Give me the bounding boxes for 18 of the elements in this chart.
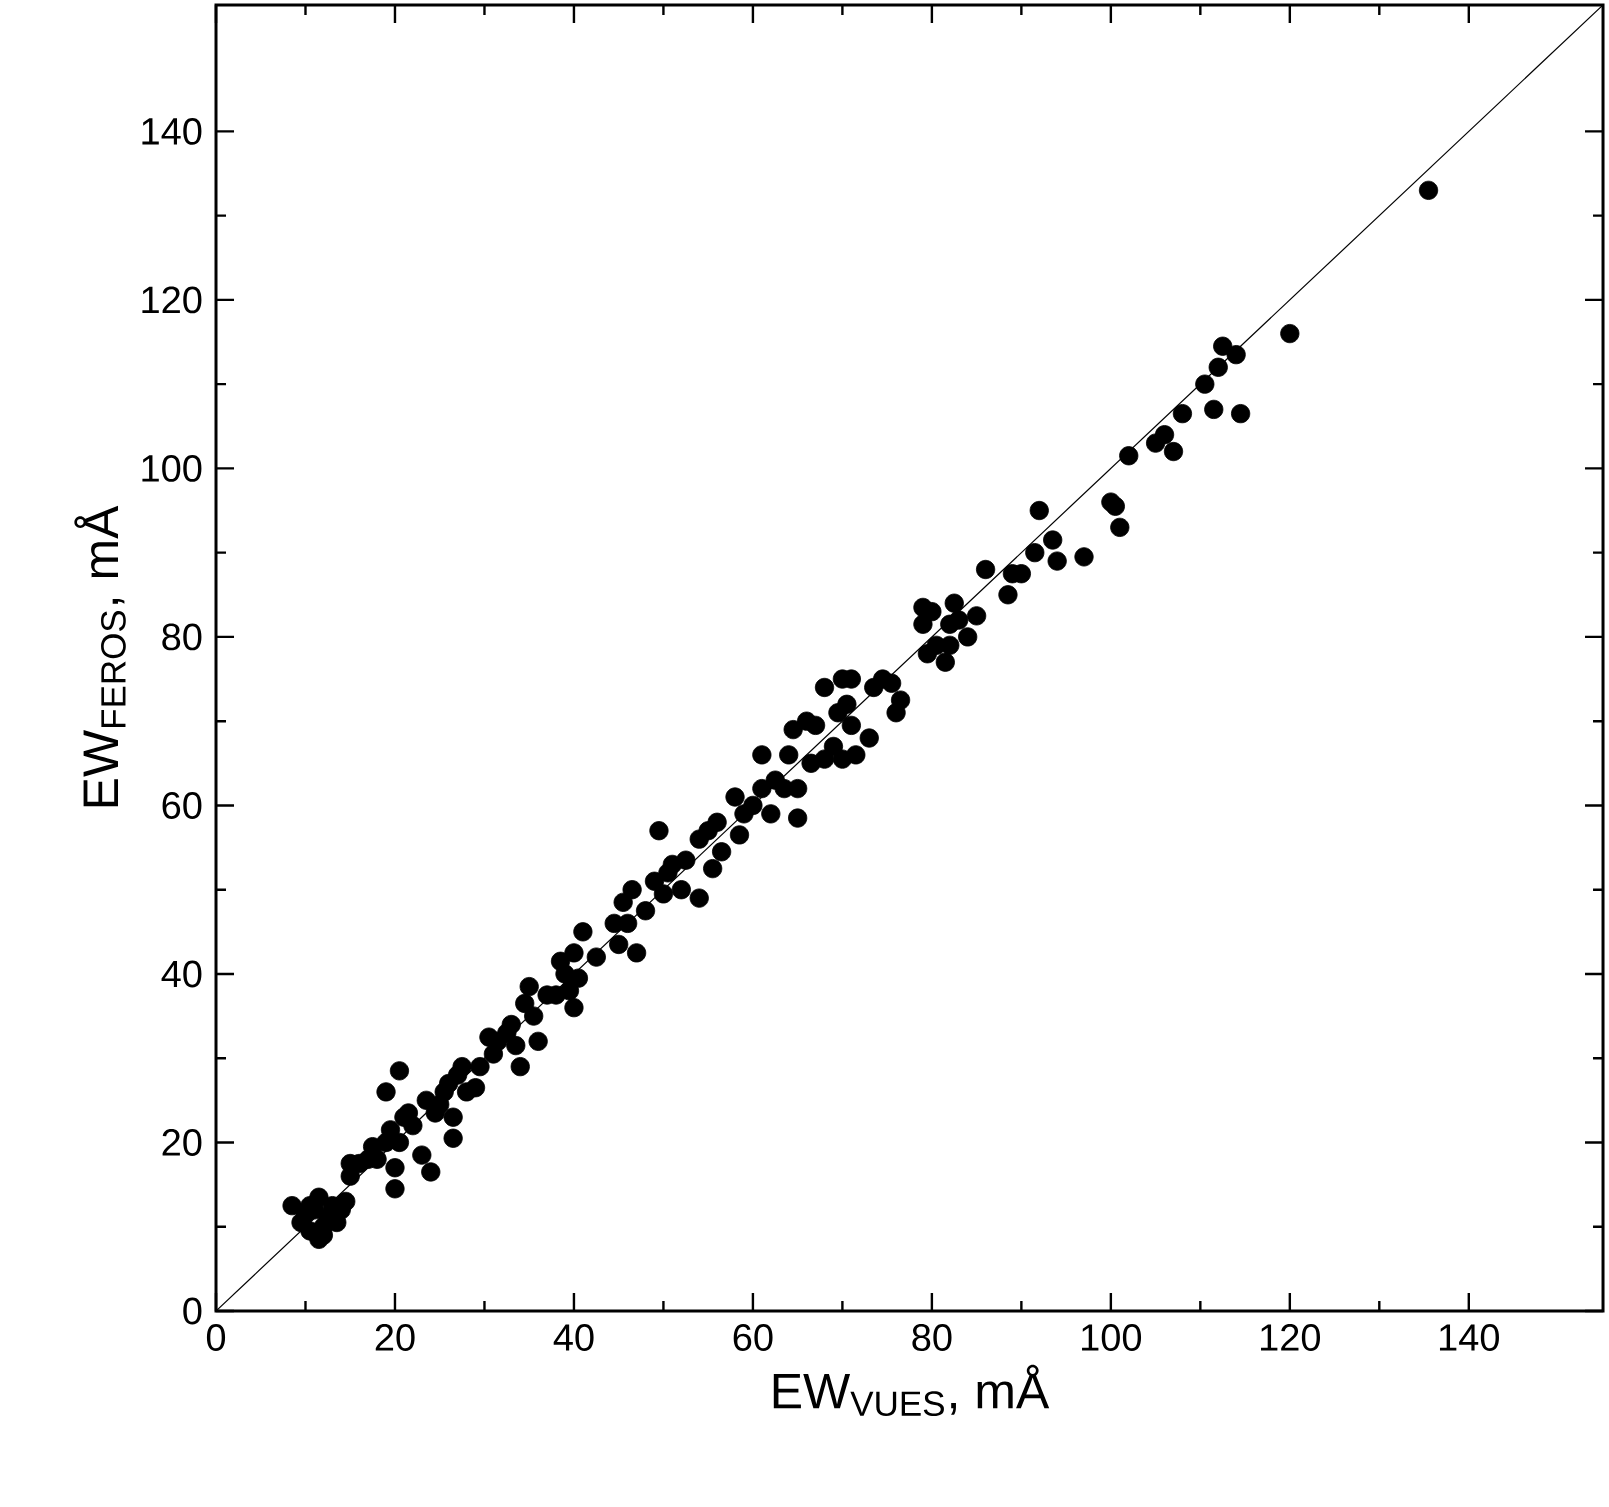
- y-tick-label: 0: [183, 1297, 202, 1325]
- x-axis-title: EW$_{VUES}$, mÅ: [773, 1364, 1050, 1417]
- x-tick-label: 140: [1439, 1324, 1499, 1351]
- y-axis-title: EW$_{FEROS}$, mÅ: [74, 505, 126, 807]
- y-tick-label: 140: [142, 117, 202, 145]
- x-tick-label: 80: [912, 1324, 952, 1351]
- y-tick-label: 60: [162, 791, 202, 819]
- y-tick-label: 100: [142, 454, 202, 482]
- x-tick-label: 60: [733, 1324, 773, 1351]
- x-tick-label: 0: [206, 1324, 226, 1351]
- y-tick-label: 40: [161, 960, 202, 988]
- x-tick-label: 20: [375, 1324, 415, 1351]
- y-tick-label: 80: [162, 623, 202, 651]
- y-tick-label: 120: [142, 286, 202, 314]
- x-tick-label: 100: [1082, 1324, 1142, 1351]
- y-tick-label: 20: [162, 1129, 202, 1156]
- x-tick-label: 120: [1261, 1324, 1321, 1351]
- x-tick-label: 40: [553, 1324, 594, 1351]
